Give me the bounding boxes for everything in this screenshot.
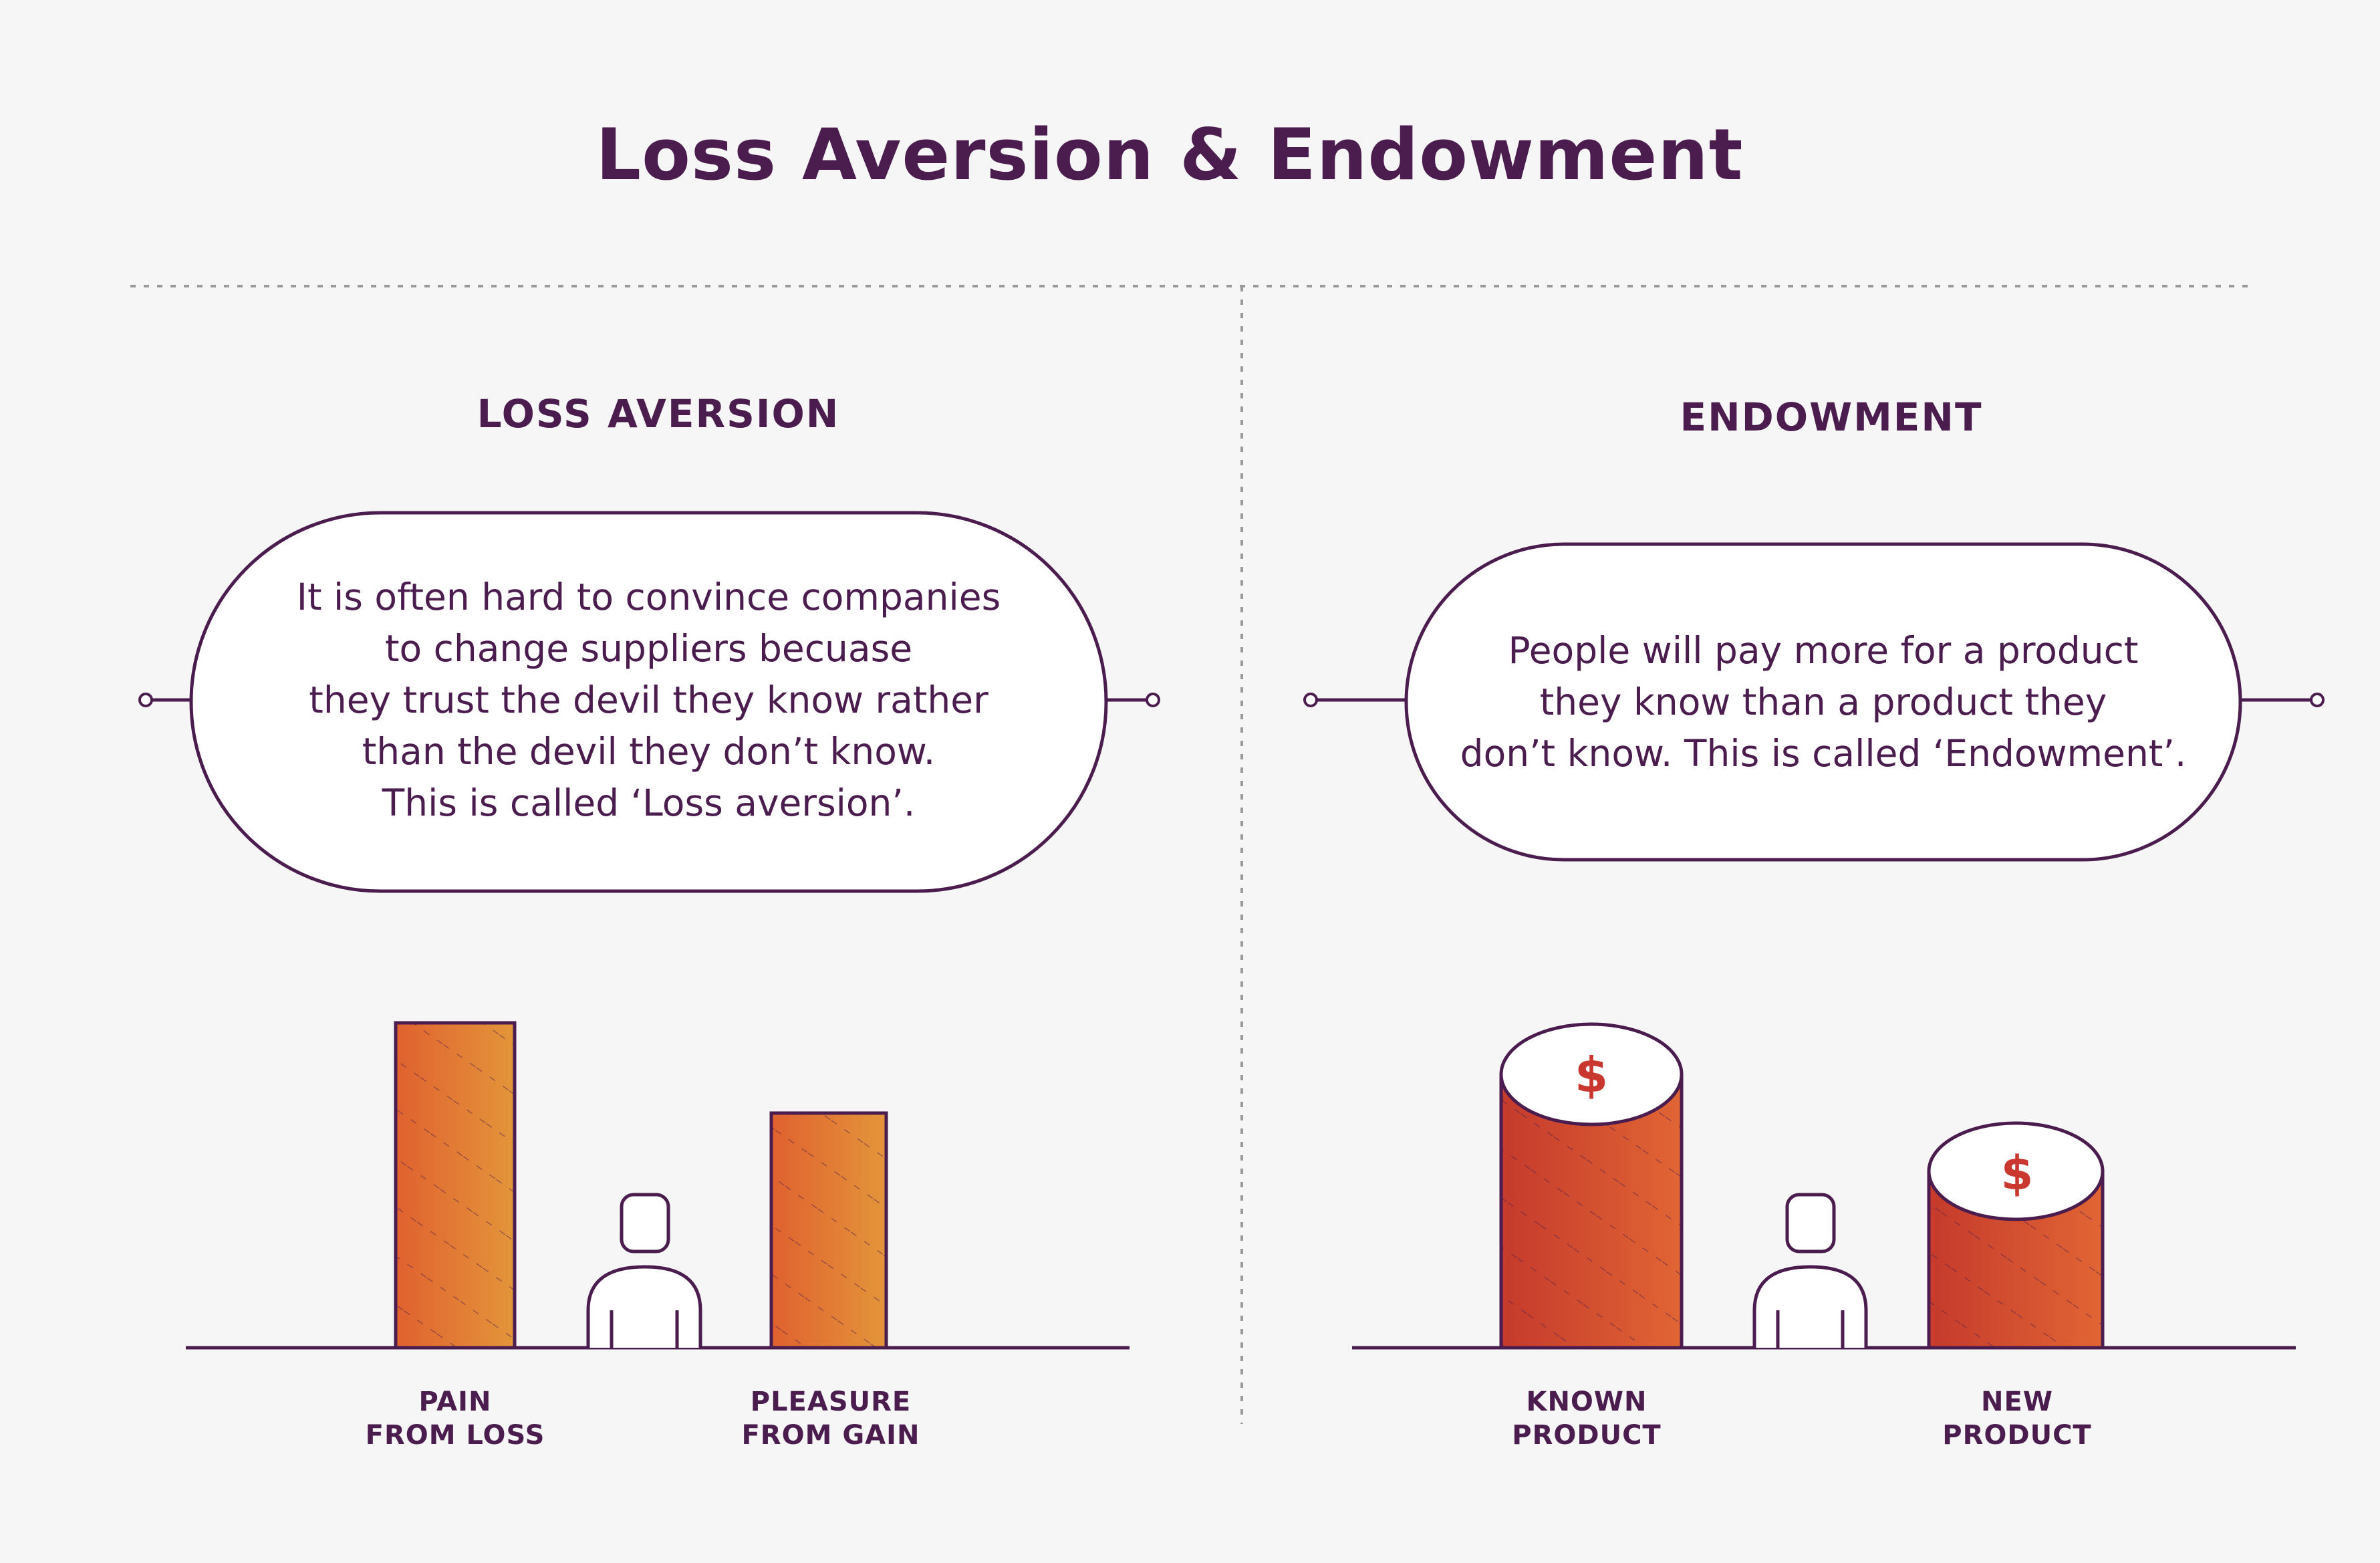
person-icon [1752, 1193, 1868, 1348]
label-line: PLEASURE [750, 1387, 912, 1417]
label-line: FROM GAIN [741, 1420, 920, 1451]
endowment-description: People will pay more for a product they … [1406, 625, 2240, 779]
dollar-icon: $ [1575, 1047, 1608, 1103]
label-line: PRODUCT [1512, 1420, 1662, 1451]
known-product-label: KNOWN PRODUCT [1453, 1385, 1720, 1452]
description-line: than the devil they don’t know. [362, 730, 936, 773]
description-line: People will pay more for a product [1508, 629, 2139, 672]
label-line: NEW [1981, 1387, 2053, 1417]
description-line: It is often hard to convince companies [296, 576, 1001, 618]
pleasure-from-gain-bar [769, 1111, 888, 1350]
endowment-bubble [1303, 542, 2325, 862]
loss-aversion-heading: LOSS AVERSION [477, 391, 840, 437]
loss-aversion-bubble [138, 511, 1160, 893]
label-line: FROM LOSS [365, 1420, 545, 1451]
loss-aversion-description: It is often hard to convince companies t… [191, 572, 1106, 829]
description-line: don’t know. This is called ‘Endowment’. [1460, 732, 2187, 775]
description-line: to change suppliers becuase [384, 627, 913, 670]
known-product-cylinder [1499, 1022, 1684, 1350]
label-line: PAIN [418, 1387, 492, 1417]
description-line: This is called ‘Loss aversion’. [382, 782, 916, 824]
label-line: KNOWN [1526, 1387, 1647, 1417]
pain-from-loss-bar [394, 1021, 517, 1350]
pain-from-loss-label: PAIN FROM LOSS [321, 1385, 589, 1452]
pleasure-from-gain-label: PLEASURE FROM GAIN [697, 1385, 964, 1452]
endowment-heading: ENDOWMENT [1680, 394, 1983, 440]
description-line: they know than a product they [1539, 681, 2107, 723]
person-icon [586, 1193, 702, 1348]
dollar-icon: $ [2001, 1146, 2034, 1201]
label-line: PRODUCT [1942, 1420, 2092, 1451]
new-product-cylinder [1927, 1121, 2105, 1350]
new-product-label: NEW PRODUCT [1883, 1385, 2151, 1452]
description-line: they trust the devil they know rather [309, 679, 988, 721]
page-title: Loss Aversion & Endowment [596, 114, 1744, 196]
